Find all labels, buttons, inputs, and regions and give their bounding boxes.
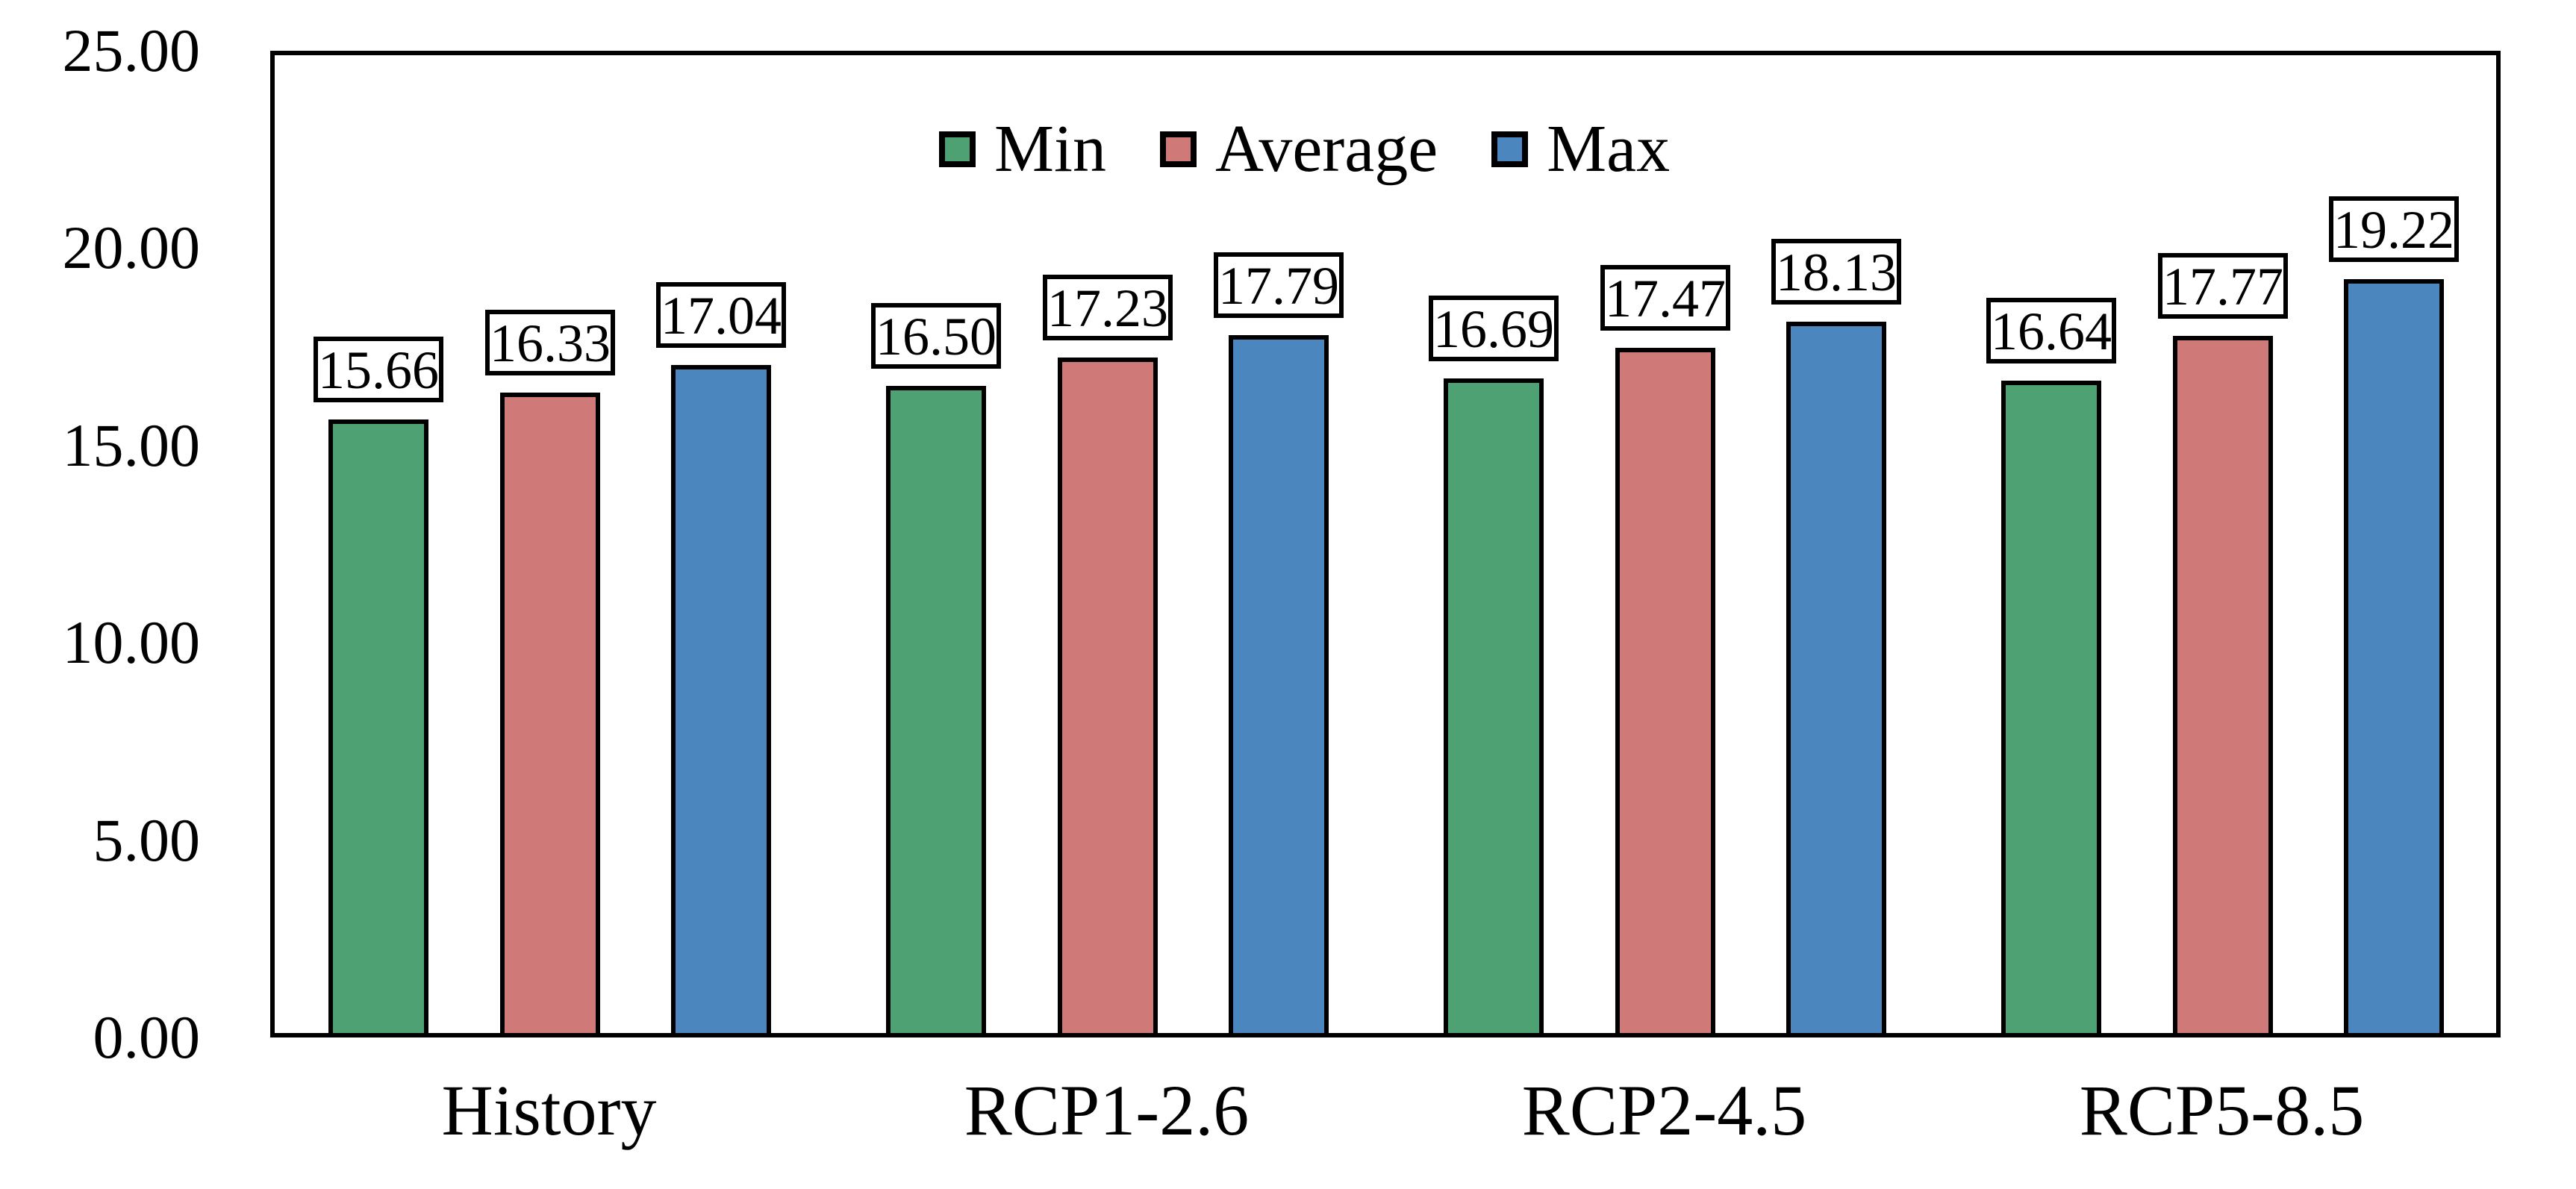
y-axis-tick-label: 15.00 xyxy=(62,411,201,479)
x-axis-category-label: RCP1-2.6 xyxy=(964,1070,1250,1150)
data-label-average-rcp2-4-5: 17.47 xyxy=(1600,265,1730,331)
y-axis-tick-label: 20.00 xyxy=(62,213,201,281)
bar-max-rcp5-8-5 xyxy=(2344,279,2444,1037)
bar-min-history xyxy=(328,419,428,1037)
plot-area xyxy=(270,51,2501,1037)
legend-label-min: Min xyxy=(994,112,1107,186)
legend-item-max: Max xyxy=(1491,113,1670,185)
legend-label-average: Average xyxy=(1215,112,1438,186)
y-axis-tick-label: 25.00 xyxy=(62,16,201,84)
data-label-max-rcp5-8-5: 19.22 xyxy=(2329,196,2459,262)
bar-average-rcp1-2-6 xyxy=(1058,358,1158,1037)
bar-average-rcp2-4-5 xyxy=(1615,348,1715,1037)
y-axis-tick-label: 10.00 xyxy=(62,608,201,676)
bar-min-rcp2-4-5 xyxy=(1444,378,1544,1037)
data-label-min-history: 15.66 xyxy=(314,337,443,402)
data-label-average-rcp5-8-5: 17.77 xyxy=(2158,253,2288,319)
x-axis-category-label: RCP5-8.5 xyxy=(2079,1070,2365,1150)
data-label-max-rcp1-2-6: 17.79 xyxy=(1214,252,1344,318)
legend-swatch-min xyxy=(939,131,976,167)
legend-item-min: Min xyxy=(939,113,1106,185)
legend-swatch-average xyxy=(1160,131,1197,167)
data-label-average-rcp1-2-6: 17.23 xyxy=(1043,275,1173,340)
bar-max-rcp2-4-5 xyxy=(1786,322,1886,1037)
y-axis-tick-label: 0.00 xyxy=(93,1003,201,1071)
data-label-average-history: 16.33 xyxy=(485,310,615,375)
data-label-min-rcp2-4-5: 16.69 xyxy=(1429,296,1559,361)
legend: Min Average Max xyxy=(939,113,1670,185)
legend-label-max: Max xyxy=(1547,112,1671,186)
bar-average-rcp5-8-5 xyxy=(2173,336,2273,1037)
bar-max-rcp1-2-6 xyxy=(1229,335,1329,1037)
bar-min-rcp1-2-6 xyxy=(886,386,986,1037)
y-axis-tick-label: 5.00 xyxy=(93,806,201,874)
x-axis-category-label: RCP2-4.5 xyxy=(1521,1070,1807,1150)
bar-min-rcp5-8-5 xyxy=(2001,381,2101,1037)
legend-item-average: Average xyxy=(1160,113,1438,185)
bar-max-history xyxy=(671,365,771,1037)
data-label-max-rcp2-4-5: 18.13 xyxy=(1771,239,1901,305)
bar-average-history xyxy=(500,393,600,1037)
data-label-max-history: 17.04 xyxy=(656,282,786,348)
data-label-min-rcp5-8-5: 16.64 xyxy=(1986,298,2116,363)
legend-swatch-max xyxy=(1491,131,1529,167)
x-axis-category-label: History xyxy=(441,1070,657,1150)
data-label-min-rcp1-2-6: 16.50 xyxy=(871,303,1001,369)
